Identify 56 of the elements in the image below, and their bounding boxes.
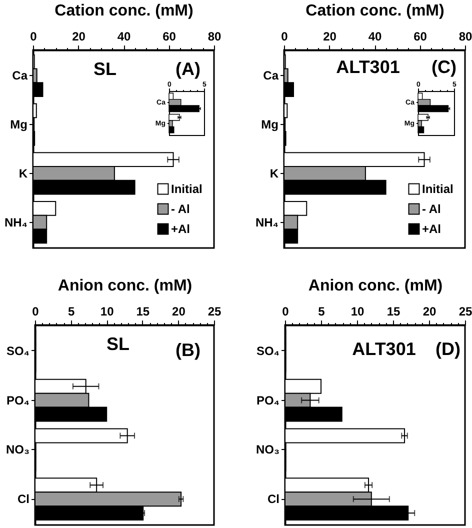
x-tick-label: 0 [282,304,290,318]
x-tick-label: 20 [323,30,337,44]
x-tick-label: 20 [422,304,436,318]
y-tick-label: Cl [268,492,280,506]
x-axis-title: Anion conc. (mM) [58,278,192,294]
x-tick-label: 15 [386,304,400,318]
x-tick-label: 80 [458,30,472,44]
x-tick-label: 5 [68,304,75,318]
y-tick-label: K [270,166,279,180]
y-tick-label: Ca [12,68,28,83]
legend-label: +Al [171,222,190,236]
y-tick-label: PO₄ [6,393,30,408]
x-axis-title: Cation conc. (mM) [54,2,194,20]
y-tick-label: Mg [10,118,28,132]
x-tick-label: 0 [281,30,288,44]
y-tick-label: SO₄ [256,344,280,358]
y-tick-label: NO₃ [6,442,30,457]
legend-label: - Al [422,202,441,216]
x-tick-label: 10 [350,304,364,318]
annotation: (D) [436,339,460,359]
x-tick-label: 20 [72,30,86,44]
x-tick-label: 10 [100,304,114,318]
x-tick-label: 25 [458,304,472,318]
x-tick-label: 60 [414,30,428,44]
legend-label: +Al [422,222,442,236]
legend-label: Initial [171,182,202,196]
chart-title: ALT301 [336,57,400,77]
x-tick-label: 5 [318,304,326,318]
y-tick-label: K [18,166,28,180]
x-tick-label: 40 [117,30,131,44]
y-tick-label: SO₄ [6,344,30,358]
annotation: (B) [176,340,200,360]
y-tick-label: Mg [261,118,278,132]
x-tick-label: 40 [368,30,382,44]
annotation: (C) [432,57,456,77]
y-tick-label: PO₄ [256,393,280,408]
y-tick-label: NH₄ [4,215,28,230]
x-tick-label: 0 [30,30,38,44]
x-tick-label: 80 [208,30,222,44]
legend-label: - Al [171,202,190,216]
x-tick-label: 20 [172,304,186,318]
text: SL [93,59,117,79]
annotation: (A) [176,59,200,79]
x-tick-label: 25 [208,304,222,318]
x-axis-title: Anion conc. (mM) [308,278,443,294]
x-tick-label: 0 [32,304,40,318]
y-tick-label: Ca [263,68,279,83]
y-tick-label: NH₄ [255,215,279,230]
x-tick-label: 15 [136,304,150,318]
legend-label: Initial [422,182,454,196]
text: SL [106,334,130,354]
y-tick-label: Cl [18,492,30,506]
x-tick-label: 60 [162,30,176,44]
x-axis-title: Cation conc. (mM) [306,2,444,20]
y-tick-label: NO₃ [256,442,280,457]
text: ALT301 [352,339,416,359]
